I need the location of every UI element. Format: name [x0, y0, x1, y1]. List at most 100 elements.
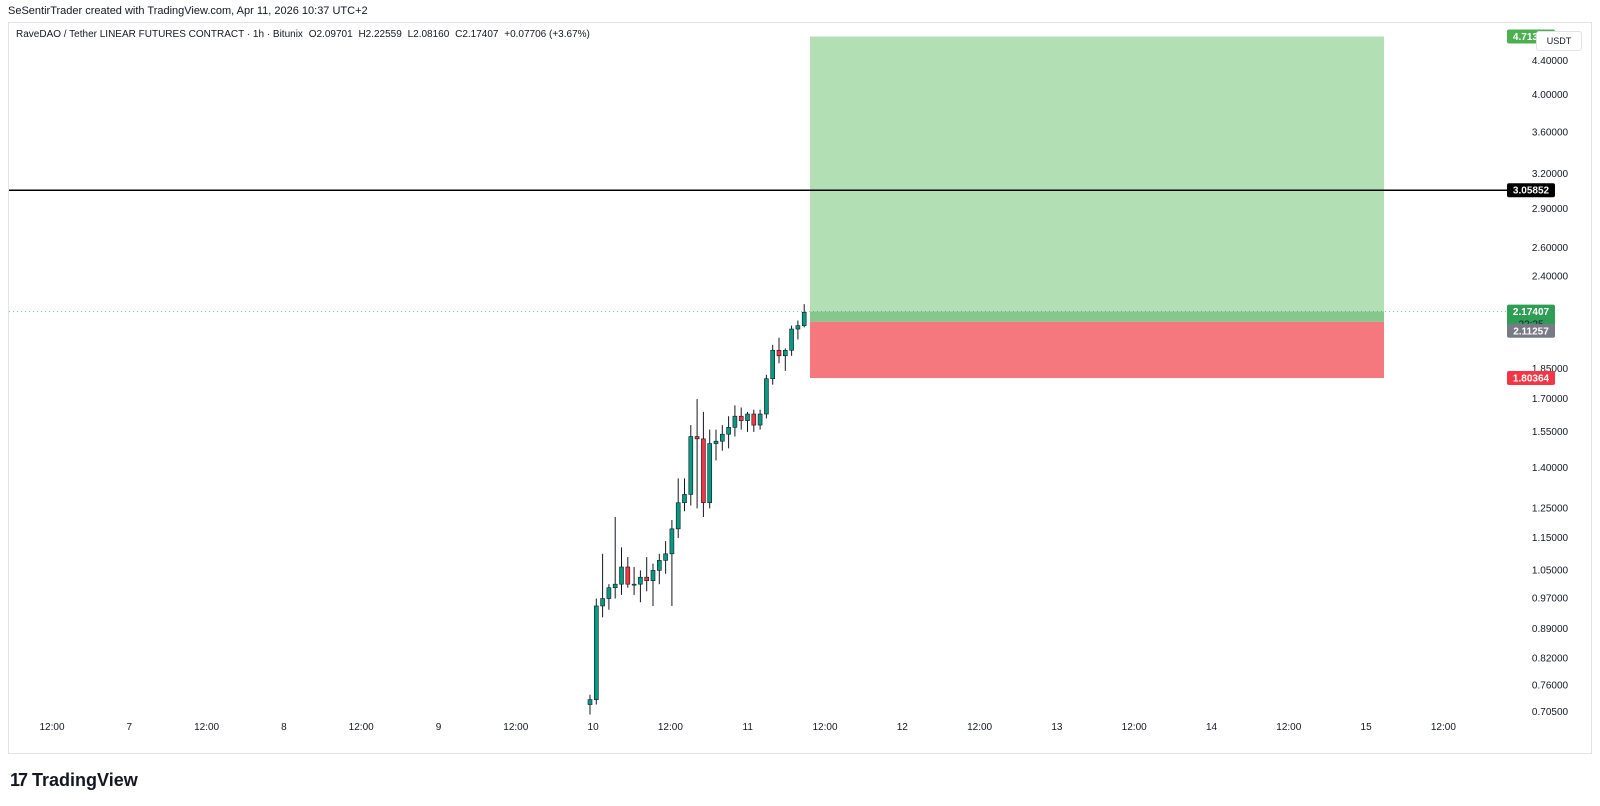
candle-body	[701, 438, 706, 504]
time-tick-label: 12:00	[1122, 722, 1147, 733]
legend-symbol[interactable]: RaveDAO / Tether LINEAR FUTURES CONTRACT…	[16, 29, 303, 40]
candle-body	[675, 502, 681, 530]
legend-low: L2.08160	[407, 29, 450, 40]
chart-pane[interactable]	[8, 22, 1592, 754]
price-tick-label: 0.89000	[1532, 624, 1569, 635]
tradingview-logo[interactable]: 17 TradingView	[10, 770, 138, 791]
candles	[587, 304, 807, 715]
candle-body	[770, 349, 776, 380]
time-tick-label: 12:00	[39, 722, 64, 733]
time-tick-label: 12:00	[349, 722, 374, 733]
price-tick-label: 0.70500	[1532, 707, 1569, 718]
candle-body	[726, 427, 731, 435]
tv-logo-icon: 17	[10, 770, 28, 790]
time-tick-label: 15	[1361, 722, 1373, 733]
time-tick-label: 12	[897, 722, 909, 733]
long-position-tool[interactable]	[810, 36, 1384, 379]
time-tick-label: 12:00	[1431, 722, 1456, 733]
hline-price-tag-bg	[1507, 183, 1555, 198]
price-tick-label: 1.85000	[1532, 364, 1569, 375]
candle-body	[795, 325, 801, 330]
price-tick-label: 4.00000	[1532, 90, 1569, 101]
candle-body	[650, 570, 656, 581]
candle-body	[644, 576, 650, 581]
price-tick-label: 1.70000	[1532, 394, 1569, 405]
time-tick-label: 14	[1206, 722, 1218, 733]
candle-body	[732, 415, 738, 428]
time-tick-label: 11	[743, 722, 754, 733]
time-tick-label: 12:00	[194, 722, 219, 733]
price-tick-label: 0.82000	[1532, 653, 1569, 664]
candle-body	[745, 413, 750, 421]
time-tick-label: 8	[281, 722, 287, 733]
price-tick-label: 2.90000	[1532, 204, 1569, 215]
candle-body	[587, 699, 593, 705]
candle-body	[600, 598, 605, 607]
price-tick-label: 2.40000	[1532, 271, 1569, 282]
price-tick-label: 0.97000	[1532, 594, 1569, 605]
hline-price-tag: 3.05852	[1513, 186, 1550, 197]
time-tick-label: 12:00	[503, 722, 528, 733]
candle-body	[682, 494, 687, 504]
candle-body	[688, 436, 694, 495]
candle-body	[625, 566, 631, 585]
candle-body	[638, 576, 643, 585]
candle-body	[757, 413, 763, 426]
time-tick-label: 9	[436, 722, 442, 733]
price-tick-label: 1.40000	[1532, 463, 1569, 474]
profit-zone	[810, 36, 1384, 322]
price-tick-label: 1.55000	[1532, 427, 1569, 438]
price-tick-label: 1.05000	[1532, 565, 1569, 576]
time-tick-label: 12:00	[1276, 722, 1301, 733]
candle-body	[707, 443, 713, 504]
entry-band	[810, 311, 1384, 322]
candle-body	[751, 413, 757, 426]
price-axis[interactable]: 4.40000 4.00000 3.60000 3.20000 2.90000 2.600…	[1532, 56, 1569, 718]
stop-price-tag-bg	[1507, 371, 1555, 386]
candle-body	[656, 560, 662, 571]
candle-body	[612, 583, 618, 589]
time-axis[interactable]: 12:00 7 12:00 8 12:00 9 12:00 10 12:00 11 12:00 12 1…	[39, 722, 1456, 733]
last-price-tag: 2.17407	[1513, 307, 1550, 318]
price-tick-label: 1.25000	[1532, 503, 1569, 514]
time-tick-label: 12:00	[967, 722, 992, 733]
price-tick-label: 3.60000	[1532, 127, 1569, 138]
entry-price-tag-bg	[1507, 323, 1555, 338]
candle-body	[619, 566, 624, 585]
target-price-tag: 4.71330	[1513, 32, 1550, 43]
time-tick-label: 12:00	[658, 722, 683, 733]
price-tick-label: 3.20000	[1532, 169, 1569, 180]
legend-high: H2.22559	[358, 29, 402, 40]
time-tick-label: 13	[1051, 722, 1063, 733]
candle-body	[694, 436, 700, 440]
candle-body	[713, 440, 719, 444]
candle-body	[719, 433, 725, 442]
price-tick-label: 4.40000	[1532, 56, 1569, 67]
candle-body	[663, 553, 668, 561]
candle-body	[669, 528, 675, 555]
loss-zone	[810, 321, 1384, 379]
symbol-legend[interactable]: RaveDAO / Tether LINEAR FUTURES CONTRACT…	[16, 29, 593, 40]
price-tick-label: 1.15000	[1532, 533, 1569, 544]
brand-name: TradingView	[32, 770, 138, 790]
price-tick-label: 2.60000	[1532, 243, 1569, 254]
legend-open: O2.09701	[308, 29, 353, 40]
price-tick-label: 0.76000	[1532, 680, 1569, 691]
entry-price-tag: 2.11257	[1513, 326, 1549, 337]
legend-change: +0.07706 (+3.67%)	[504, 29, 590, 40]
candle-body	[738, 415, 744, 421]
currency-button[interactable]: USDT	[1536, 31, 1582, 51]
candle-body	[789, 328, 794, 351]
time-tick-label: 10	[588, 722, 600, 733]
candle-body	[631, 583, 637, 586]
candle-body	[782, 349, 788, 357]
candle-body	[764, 378, 769, 415]
time-tick-label: 12:00	[812, 722, 837, 733]
candle-body	[801, 311, 807, 326]
candle-body	[606, 587, 612, 599]
time-tick-label: 7	[127, 722, 133, 733]
candle-body	[593, 605, 599, 700]
chart-attribution: SeSentirTrader created with TradingView.…	[8, 5, 368, 17]
stop-price-tag: 1.80364	[1513, 374, 1550, 385]
